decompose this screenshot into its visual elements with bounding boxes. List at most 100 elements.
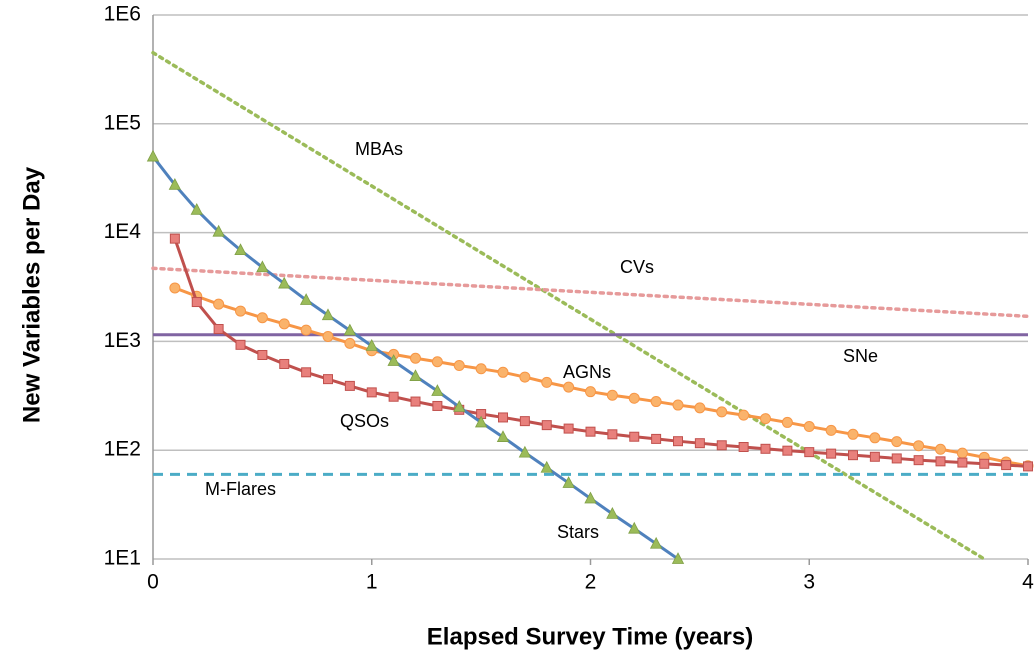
marker: [299, 293, 313, 305]
x-tick-label: 1: [366, 571, 378, 594]
marker: [344, 380, 355, 391]
marker: [803, 421, 815, 433]
marker: [957, 457, 968, 468]
y-tick-label: 1E1: [104, 547, 141, 570]
marker: [738, 409, 750, 421]
marker: [606, 389, 618, 401]
y-tick-label: 1E2: [104, 438, 141, 461]
marker: [169, 233, 180, 244]
marker: [519, 371, 531, 383]
marker: [607, 429, 618, 440]
marker: [453, 400, 466, 412]
marker: [453, 360, 465, 372]
marker: [671, 552, 685, 564]
x-tick-label: 0: [147, 571, 159, 594]
marker: [891, 453, 902, 464]
marker: [432, 400, 443, 411]
y-axis-title: New Variables per Day: [18, 166, 45, 423]
marker: [278, 318, 290, 330]
series-label: SNe: [843, 346, 878, 366]
marker: [366, 387, 377, 398]
marker: [213, 298, 225, 310]
y-tick-label: 1E4: [104, 220, 142, 243]
marker: [541, 376, 553, 388]
marker: [650, 396, 662, 408]
marker: [475, 363, 487, 375]
series-line: [173, 238, 1029, 468]
x-tick-label: 3: [803, 571, 815, 594]
marker: [146, 149, 160, 162]
marker: [431, 384, 444, 396]
marker: [606, 506, 619, 519]
marker: [562, 476, 575, 488]
y-tick-label: 1E5: [104, 111, 141, 134]
marker: [168, 177, 182, 190]
marker: [1001, 460, 1012, 471]
marker: [629, 431, 640, 442]
marker: [300, 324, 312, 336]
marker: [344, 337, 356, 349]
marker: [191, 297, 202, 308]
marker: [213, 324, 224, 335]
marker: [387, 354, 400, 366]
marker: [563, 381, 575, 393]
marker: [651, 433, 662, 444]
marker: [322, 330, 334, 342]
marker: [760, 443, 771, 454]
marker: [716, 406, 728, 418]
marker: [716, 440, 727, 451]
marker: [585, 386, 596, 398]
marker: [498, 412, 508, 423]
x-tick-label: 4: [1022, 571, 1034, 594]
marker: [343, 323, 357, 336]
marker: [891, 436, 903, 448]
marker: [256, 260, 269, 273]
marker: [410, 396, 421, 407]
series-label: M-Flares: [205, 479, 276, 499]
marker: [563, 423, 574, 434]
marker: [323, 374, 333, 385]
marker: [235, 339, 246, 350]
marker: [540, 460, 553, 473]
marker: [169, 282, 181, 294]
marker: [628, 392, 640, 404]
marker: [321, 308, 335, 321]
marker: [913, 455, 924, 466]
marker: [628, 521, 641, 534]
marker: [256, 312, 268, 324]
x-tick-label: 2: [585, 571, 597, 594]
x-axis-title: Elapsed Survey Time (years): [427, 623, 753, 650]
marker: [694, 402, 706, 414]
marker: [278, 276, 291, 289]
marker: [979, 458, 990, 469]
marker: [847, 428, 859, 440]
marker: [935, 456, 946, 467]
marker: [738, 442, 749, 453]
marker: [585, 426, 596, 437]
marker: [301, 367, 312, 378]
marker: [869, 432, 881, 444]
marker: [518, 445, 532, 458]
y-tick-label: 1E6: [104, 3, 141, 26]
series-label: MBAs: [355, 139, 403, 159]
marker: [388, 391, 399, 402]
marker: [409, 369, 422, 381]
marker: [1023, 461, 1033, 472]
series-label: QSOs: [340, 411, 389, 431]
marker: [826, 448, 837, 459]
series-line: [151, 266, 1030, 319]
marker: [279, 358, 290, 369]
series-label: CVs: [620, 257, 654, 277]
y-tick-label: 1E3: [104, 329, 141, 352]
series-line: [151, 50, 986, 561]
series-line: [174, 286, 1029, 468]
marker: [234, 243, 247, 256]
marker: [365, 338, 378, 351]
marker: [235, 305, 246, 317]
marker: [584, 491, 597, 504]
series-label: Stars: [557, 522, 599, 542]
marker: [410, 352, 421, 364]
marker: [869, 451, 880, 462]
series-label: AGNs: [563, 362, 611, 382]
